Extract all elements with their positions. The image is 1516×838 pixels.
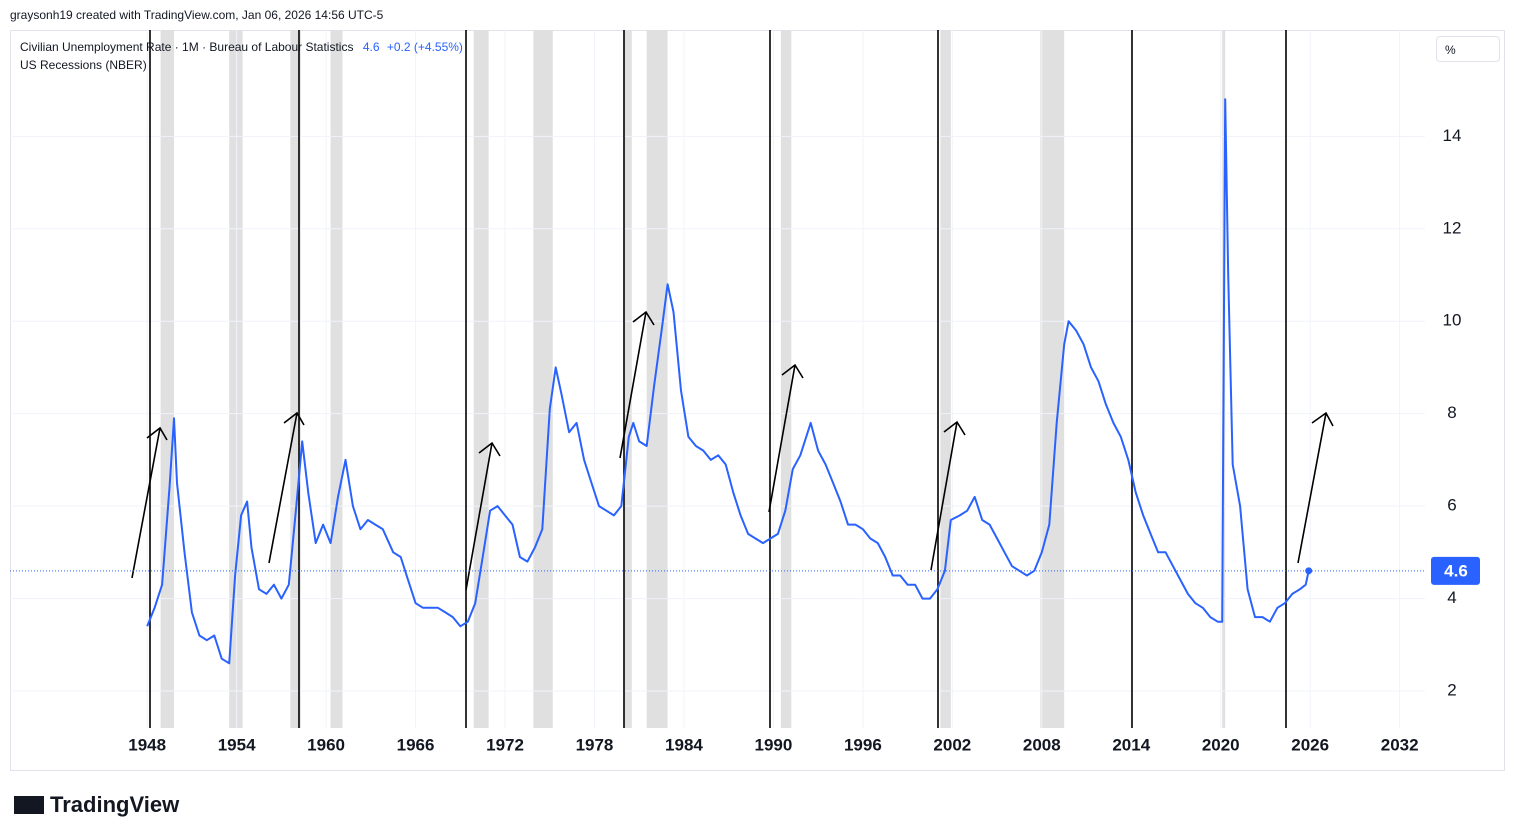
- y-tick-label: 12: [1443, 218, 1462, 237]
- x-tick-label: 1984: [665, 735, 703, 754]
- arrow: [131, 426, 168, 579]
- y-tick-label: 6: [1447, 496, 1456, 515]
- x-tick-label: 2020: [1202, 735, 1240, 754]
- legend-row: Civilian Unemployment Rate · 1M · Bureau…: [20, 40, 463, 54]
- x-tick-label: 1966: [397, 735, 435, 754]
- drawings: [131, 30, 1334, 728]
- recession-band: [533, 30, 553, 728]
- y-tick-label: 4: [1447, 588, 1456, 607]
- legend-change: +0.2: [386, 40, 411, 54]
- grid: 2 4 6 8 10 12 14 1948 1954 1960 1966 1972 1978 1984 19…: [10, 30, 1461, 754]
- legend-value: 4.6: [362, 40, 380, 54]
- recession-band: [229, 30, 243, 728]
- arrow: [930, 420, 966, 571]
- x-tick-label: 2002: [933, 735, 971, 754]
- x-tick-label: 2026: [1291, 735, 1329, 754]
- y-tick-label: 14: [1443, 126, 1462, 145]
- legend-change-percent: (+4.55%): [413, 40, 463, 54]
- y-tick-label: 8: [1447, 403, 1456, 422]
- brand-logo: [14, 796, 44, 814]
- brand-name: TradingView: [50, 792, 180, 817]
- y-tick-label: 2: [1447, 681, 1456, 700]
- arrow: [619, 310, 655, 459]
- percent-button[interactable]: %: [1436, 36, 1500, 62]
- recession-legend: US Recessions (NBER): [20, 58, 147, 72]
- series-line: [146, 98, 1310, 665]
- series-name: Civilian Unemployment Rate · 1M · Bureau…: [20, 40, 354, 54]
- y-tick-label: 10: [1443, 311, 1462, 330]
- brand: TradingView: [14, 792, 179, 818]
- recession-band: [940, 30, 951, 728]
- x-tick-label: 2014: [1112, 735, 1150, 754]
- recession-band: [646, 30, 668, 728]
- price-label-box: [1431, 556, 1480, 585]
- arrow: [465, 441, 501, 591]
- x-tick-label: 1972: [486, 735, 524, 754]
- x-tick-label: 1996: [844, 735, 882, 754]
- x-tick-label: 1978: [576, 735, 614, 754]
- recession-band: [330, 30, 343, 728]
- x-tick-label: 2032: [1381, 735, 1419, 754]
- arrow: [268, 411, 305, 564]
- plot: 4.6: [10, 98, 1480, 665]
- arrow: [1297, 411, 1334, 564]
- x-tick-label: 1948: [128, 735, 166, 754]
- legend: Civilian Unemployment Rate · 1M · Bureau…: [20, 40, 463, 72]
- recession-bands: [160, 30, 1226, 728]
- price-label: 4.6: [1444, 561, 1468, 580]
- recession-band: [160, 30, 175, 728]
- credit: graysonh19 created with TradingView.com,…: [10, 8, 384, 22]
- recession-band: [290, 30, 301, 728]
- recession-band: [473, 30, 489, 728]
- recession-band: [624, 30, 632, 728]
- x-tick-label: 1990: [755, 735, 793, 754]
- x-tick-label: 1960: [307, 735, 345, 754]
- arrow: [768, 363, 804, 513]
- chart-frame: [10, 30, 1505, 771]
- recession-band: [780, 30, 792, 728]
- x-tick-label: 2008: [1023, 735, 1061, 754]
- x-tick-label: 1954: [218, 735, 256, 754]
- recession-band: [1040, 30, 1065, 728]
- last-point: [1305, 567, 1313, 575]
